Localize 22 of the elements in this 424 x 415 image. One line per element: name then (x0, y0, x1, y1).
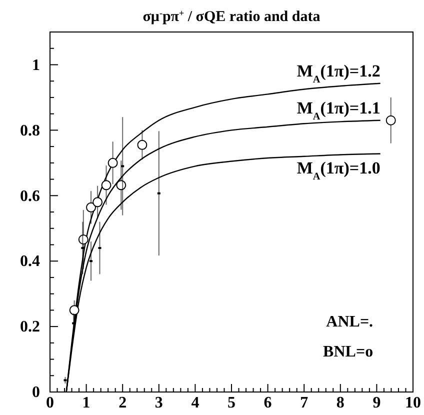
x-tick-label: 0 (46, 394, 54, 412)
x-tick-label: 2 (118, 394, 127, 412)
x-tick-label: 10 (405, 394, 421, 412)
x-tick-label: 6 (264, 394, 272, 412)
series-label: M$_{A}$(1π)=1.0 (296, 158, 380, 182)
x-tick-label: 5 (228, 394, 236, 412)
x-tick-label: 4 (191, 394, 200, 412)
series-label: M$_{A}$(1π)=1.2 (296, 61, 380, 85)
chart-title: σμ$^{-}$pπ$^{+}$ / σQE ratio and data (142, 8, 321, 25)
series-label: M$_{A}$(1π)=1.1 (296, 98, 380, 122)
y-tick-label: 0.8 (20, 122, 40, 140)
annotation: ANL=. (326, 314, 374, 331)
x-tick-label: 3 (154, 394, 163, 412)
x-tick-label: 7 (300, 394, 308, 412)
x-tick-label: 1 (82, 394, 90, 412)
x-tick-label: 8 (336, 394, 344, 412)
y-tick-label: 1 (32, 56, 40, 74)
y-tick-label: 0.4 (20, 253, 40, 270)
x-tick-label: 9 (372, 394, 381, 412)
y-tick-label: 0.2 (20, 318, 40, 336)
y-tick-label: 0.6 (20, 188, 40, 205)
annotation: BNL=o (323, 344, 374, 361)
